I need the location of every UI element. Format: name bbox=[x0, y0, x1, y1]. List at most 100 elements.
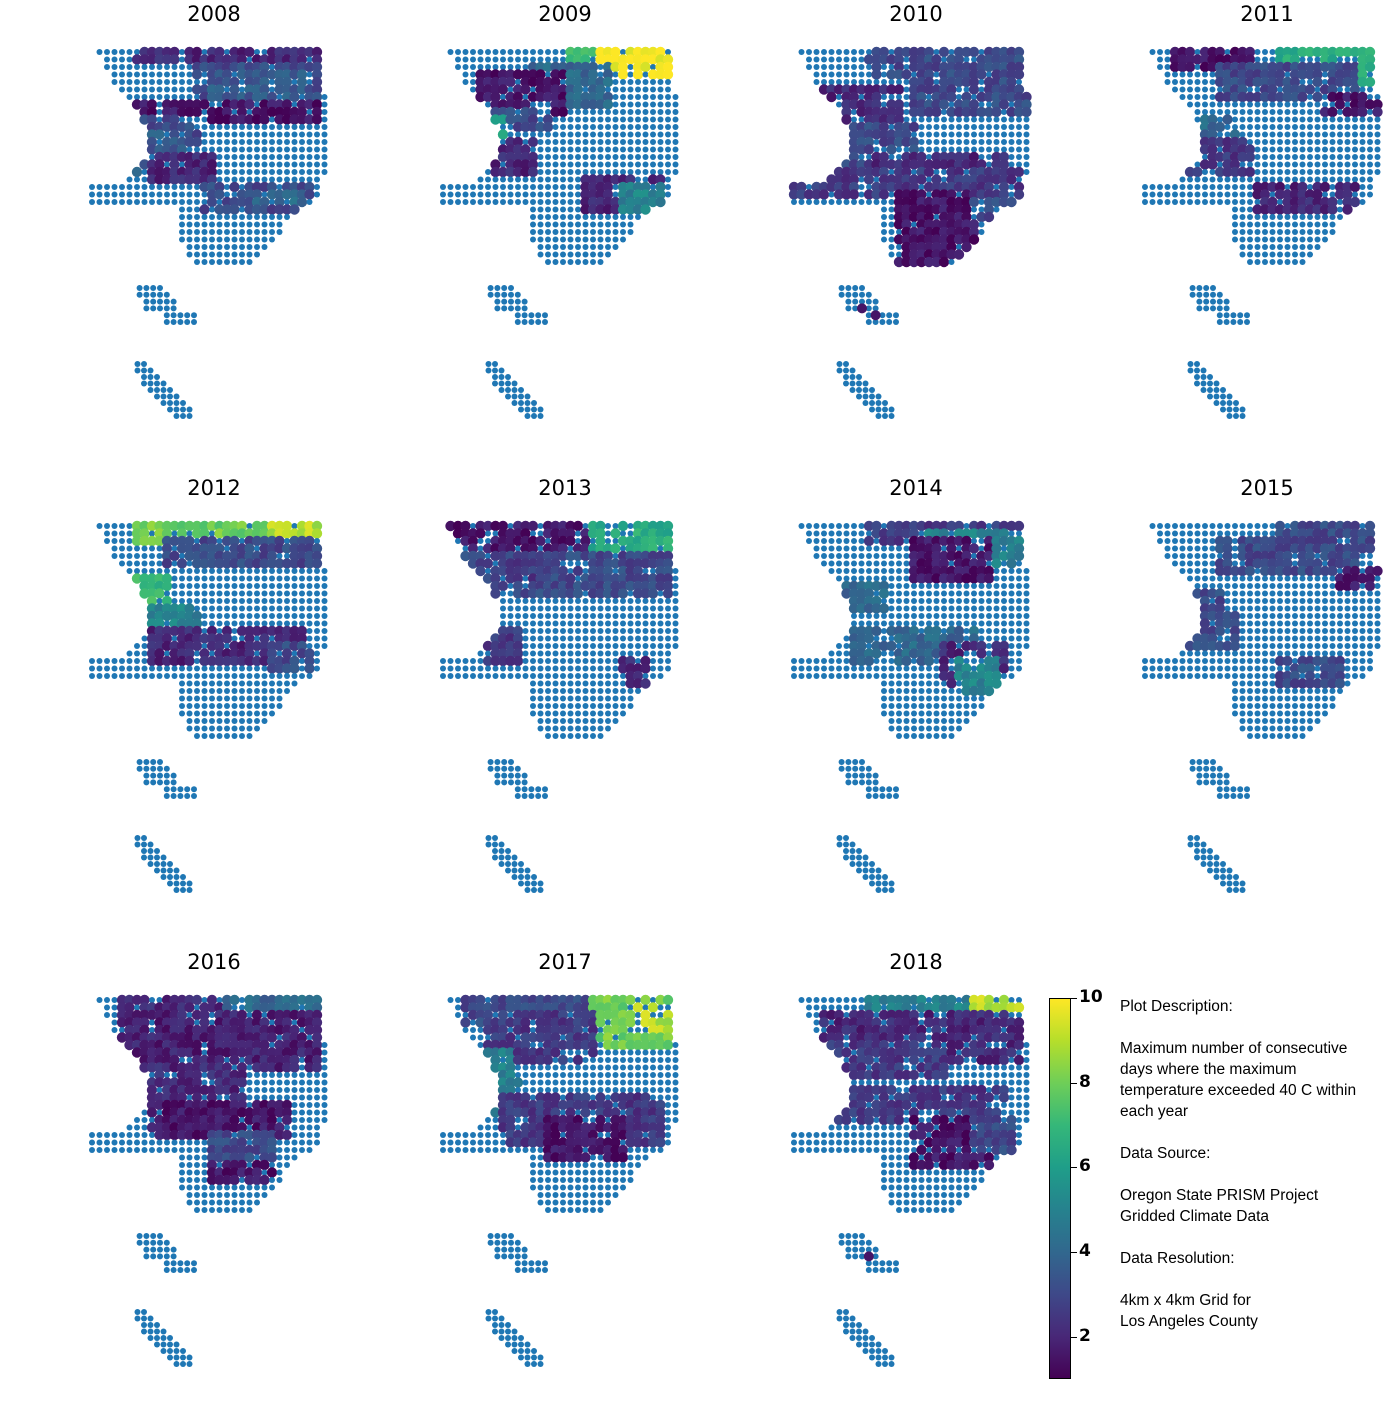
grid-point-value bbox=[655, 520, 666, 532]
grid-point-value bbox=[602, 565, 614, 577]
grid-point-value bbox=[191, 129, 203, 140]
grid-point bbox=[582, 560, 589, 567]
grid-point-value bbox=[946, 151, 957, 163]
grid-point bbox=[888, 206, 895, 213]
grid-point bbox=[1344, 161, 1351, 168]
grid-point-value bbox=[512, 520, 524, 532]
grid-point-value bbox=[901, 204, 912, 215]
grid-point-value bbox=[199, 166, 210, 178]
grid-point bbox=[194, 184, 200, 190]
grid-point bbox=[515, 598, 521, 604]
grid-point bbox=[1262, 251, 1268, 258]
grid-point bbox=[828, 673, 835, 679]
grid-point bbox=[1023, 139, 1030, 145]
grid-point bbox=[537, 214, 544, 220]
grid-point bbox=[642, 124, 649, 130]
grid-point bbox=[269, 139, 275, 145]
grid-point bbox=[1329, 169, 1336, 175]
grid-point bbox=[858, 673, 865, 679]
grid-point bbox=[284, 673, 290, 679]
grid-point-value bbox=[968, 565, 980, 577]
grid-point bbox=[1299, 221, 1306, 228]
grid-point bbox=[590, 259, 596, 265]
grid-point-value bbox=[1319, 204, 1331, 215]
grid-point-value bbox=[266, 189, 278, 200]
grid-point bbox=[269, 568, 275, 574]
grid-point-value bbox=[1169, 61, 1181, 73]
grid-point-value bbox=[625, 543, 636, 554]
grid-point bbox=[522, 673, 529, 679]
grid-point-value bbox=[991, 535, 1002, 547]
grid-point bbox=[179, 79, 185, 85]
grid-point-value bbox=[655, 573, 666, 584]
grid-point-value bbox=[908, 204, 920, 215]
grid-point bbox=[1367, 154, 1373, 160]
grid-point-value bbox=[938, 573, 950, 584]
grid-point bbox=[1239, 199, 1246, 205]
grid-point-value bbox=[1319, 84, 1331, 95]
grid-point bbox=[500, 94, 506, 100]
grid-point-value bbox=[602, 550, 614, 562]
grid-point-value bbox=[184, 54, 195, 65]
grid-point-value bbox=[229, 520, 240, 532]
grid-point-value bbox=[961, 573, 972, 584]
grid-point bbox=[261, 673, 268, 679]
grid-point bbox=[485, 169, 491, 175]
grid-point-value bbox=[602, 61, 614, 73]
grid-point-value bbox=[916, 633, 927, 644]
grid-point bbox=[881, 236, 887, 243]
grid-point-value bbox=[289, 558, 300, 569]
grid-point bbox=[537, 49, 544, 55]
grid-point bbox=[866, 184, 872, 190]
grid-point bbox=[896, 710, 902, 717]
grid-point bbox=[866, 199, 872, 205]
grid-point bbox=[284, 124, 290, 130]
grid-point bbox=[903, 703, 910, 709]
grid-point bbox=[455, 199, 461, 205]
grid-point-value bbox=[184, 618, 195, 629]
grid-point bbox=[896, 229, 902, 235]
grid-point bbox=[978, 583, 985, 589]
grid-point bbox=[567, 665, 574, 672]
grid-point bbox=[545, 538, 551, 544]
grid-point-value bbox=[871, 99, 882, 110]
island-point bbox=[1216, 305, 1223, 312]
grid-point bbox=[1179, 79, 1186, 85]
grid-point bbox=[314, 184, 320, 190]
grid-point-value bbox=[595, 588, 606, 599]
grid-point bbox=[216, 169, 223, 175]
grid-point-value bbox=[632, 204, 644, 215]
grid-point bbox=[171, 665, 178, 672]
grid-point bbox=[798, 673, 805, 679]
grid-point bbox=[231, 695, 238, 702]
grid-point-value bbox=[968, 196, 980, 208]
grid-point bbox=[657, 650, 664, 657]
grid-point-value bbox=[565, 54, 576, 65]
grid-point-value bbox=[923, 249, 935, 260]
grid-point-value bbox=[206, 520, 218, 532]
grid-point-value bbox=[176, 106, 188, 118]
grid-point bbox=[141, 650, 148, 657]
grid-point bbox=[813, 673, 820, 679]
grid-point bbox=[1329, 176, 1336, 183]
grid-point bbox=[545, 56, 551, 63]
grid-point bbox=[590, 221, 596, 228]
grid-point bbox=[888, 650, 895, 657]
grid-point-value bbox=[244, 655, 255, 667]
grid-point bbox=[239, 688, 245, 694]
island-point bbox=[843, 380, 849, 387]
grid-point bbox=[1314, 146, 1321, 153]
grid-point-value bbox=[505, 136, 516, 148]
grid-point bbox=[963, 583, 970, 589]
grid-point bbox=[246, 214, 253, 220]
grid-point-value bbox=[281, 520, 293, 532]
grid-point-value bbox=[161, 550, 173, 562]
grid-point bbox=[1016, 146, 1022, 153]
grid-point bbox=[321, 109, 328, 115]
grid-point bbox=[261, 583, 268, 589]
grid-point-value bbox=[259, 528, 270, 539]
grid-point bbox=[201, 613, 208, 619]
grid-point-value bbox=[482, 543, 494, 554]
grid-point-value bbox=[259, 655, 270, 667]
grid-point-value bbox=[931, 648, 942, 659]
